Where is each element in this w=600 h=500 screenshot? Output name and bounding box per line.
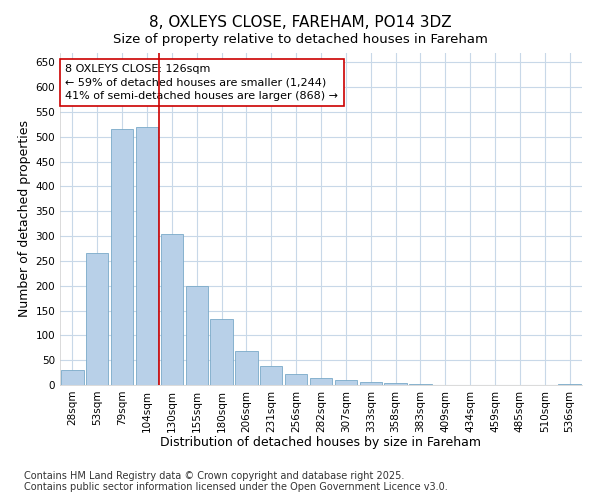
Bar xyxy=(385,383,407,385)
Bar xyxy=(359,382,382,385)
Bar xyxy=(559,384,581,385)
Bar xyxy=(409,384,431,385)
Text: Contains HM Land Registry data © Crown copyright and database right 2025.
Contai: Contains HM Land Registry data © Crown c… xyxy=(24,471,448,492)
Bar xyxy=(185,286,208,385)
Y-axis label: Number of detached properties: Number of detached properties xyxy=(18,120,31,318)
Bar xyxy=(111,130,133,385)
Bar xyxy=(335,380,357,385)
Bar xyxy=(86,254,109,385)
Text: Size of property relative to detached houses in Fareham: Size of property relative to detached ho… xyxy=(113,32,487,46)
Bar xyxy=(211,319,233,385)
Bar xyxy=(161,234,183,385)
Bar xyxy=(235,352,257,385)
Bar xyxy=(285,374,307,385)
Bar xyxy=(136,127,158,385)
Text: 8 OXLEYS CLOSE: 126sqm
← 59% of detached houses are smaller (1,244)
41% of semi-: 8 OXLEYS CLOSE: 126sqm ← 59% of detached… xyxy=(65,64,338,100)
Bar xyxy=(260,366,283,385)
Bar xyxy=(310,378,332,385)
X-axis label: Distribution of detached houses by size in Fareham: Distribution of detached houses by size … xyxy=(161,436,482,449)
Text: 8, OXLEYS CLOSE, FAREHAM, PO14 3DZ: 8, OXLEYS CLOSE, FAREHAM, PO14 3DZ xyxy=(149,15,451,30)
Bar xyxy=(61,370,83,385)
